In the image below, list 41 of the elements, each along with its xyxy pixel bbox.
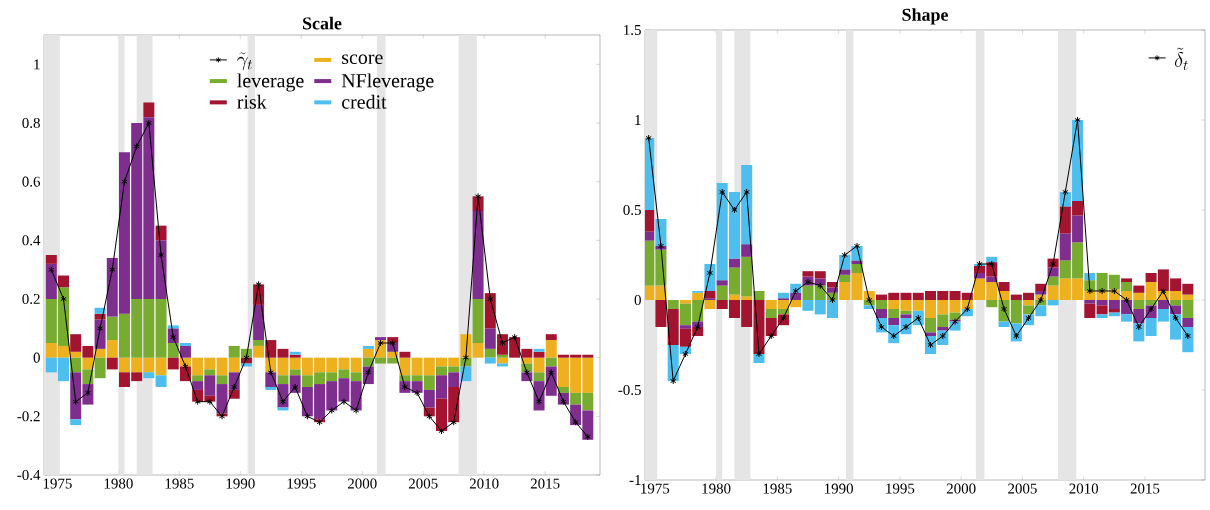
y-tick-label: -0.4 — [17, 469, 41, 481]
x-tick-label: 1980 — [702, 483, 731, 494]
x-tick-label: 1985 — [165, 478, 194, 489]
y-tick-label: 1.5 — [624, 24, 641, 36]
y-tick-label: 0.6 — [22, 176, 41, 187]
x-tick-label: 2010 — [469, 478, 499, 489]
y-tick-label: 0.4 — [22, 235, 41, 246]
y-tick-label: 0.2 — [22, 293, 40, 305]
y-tick-label: 0 — [33, 352, 40, 363]
y-tick-label: 1 — [635, 115, 641, 125]
x-tick-label: 2000 — [946, 483, 976, 494]
legend-label: risk — [237, 94, 267, 109]
legend-label: credit — [342, 94, 387, 109]
legend-label: score — [342, 54, 383, 65]
legend-label: leverage — [237, 73, 304, 92]
x-tick-label: 1980 — [104, 478, 133, 489]
y-tick-label: -0.5 — [618, 384, 641, 396]
legend-label: $\tilde{\gamma}_t$ — [237, 52, 252, 71]
x-tick-label: 2005 — [408, 478, 438, 489]
x-tick-label: 1975 — [43, 478, 72, 489]
y-tick-label: 0.8 — [22, 117, 40, 129]
x-tick-label: 1995 — [886, 483, 915, 494]
x-tick-label: 1990 — [226, 478, 255, 489]
legend-label: NFleverage — [341, 73, 434, 92]
x-tick-label: 2015 — [530, 478, 560, 489]
y-tick-label: 0 — [634, 294, 641, 306]
y-tick-label: -1 — [629, 475, 641, 485]
x-tick-label: 1985 — [763, 483, 792, 494]
x-tick-label: 2005 — [1008, 483, 1037, 494]
y-tick-label: 1 — [34, 59, 40, 70]
legend-label: $\tilde{\delta}_t$ — [1174, 47, 1188, 70]
y-tick-label: -0.2 — [17, 411, 40, 422]
y-tick-label: 0.5 — [623, 204, 641, 216]
x-tick-label: 1975 — [641, 483, 670, 494]
chart-title: Shape — [902, 8, 948, 25]
x-tick-label: 1995 — [287, 478, 316, 489]
x-tick-label: 1990 — [824, 483, 853, 494]
chart-title: Scale — [303, 16, 342, 30]
x-tick-label: 2010 — [1069, 483, 1099, 494]
x-tick-label: 2015 — [1130, 483, 1160, 494]
x-tick-label: 2000 — [347, 478, 377, 489]
